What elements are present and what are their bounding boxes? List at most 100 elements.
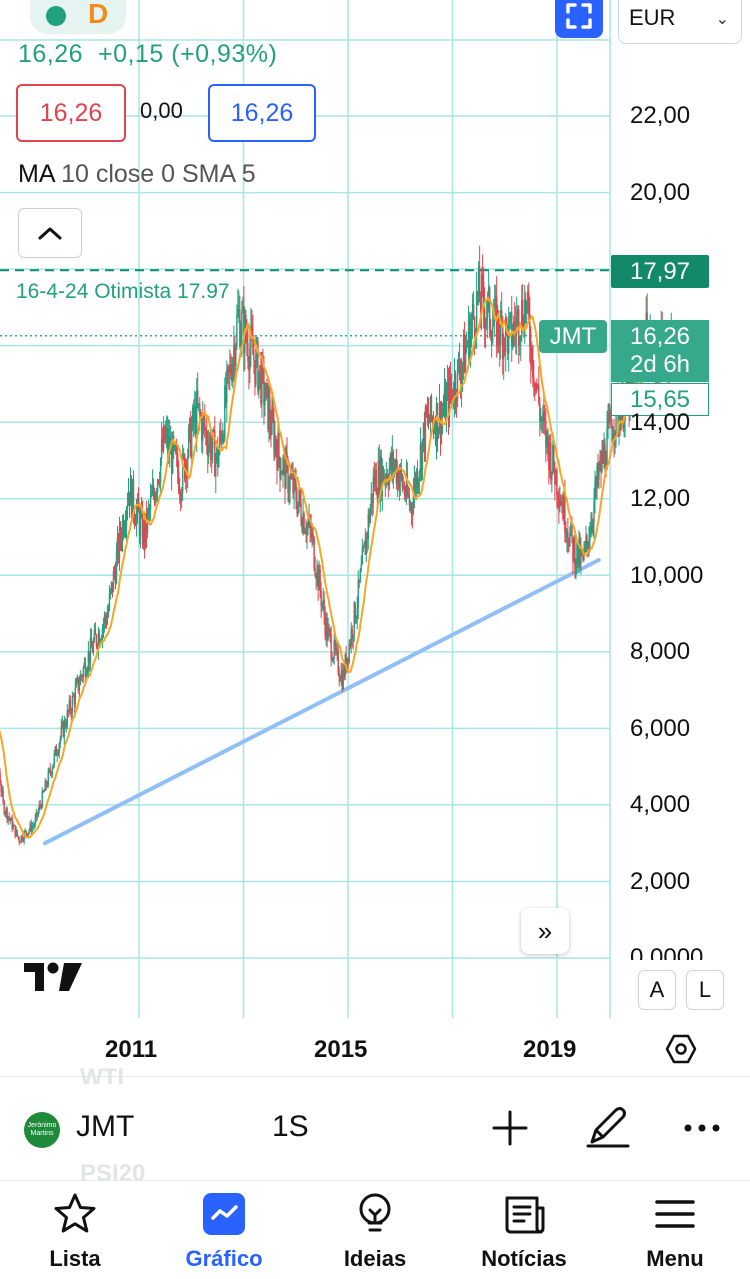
scroll-to-realtime-button[interactable]: »: [521, 908, 569, 954]
candle-body: [339, 678, 341, 682]
candle-body: [612, 435, 614, 442]
candle-body: [462, 334, 465, 364]
candle-body: [574, 539, 576, 570]
add-icon[interactable]: [488, 1106, 532, 1150]
tab-menu[interactable]: Menu: [610, 1190, 740, 1271]
candle-body: [498, 337, 501, 346]
candle-body: [437, 428, 440, 439]
candle-body: [159, 458, 162, 482]
indicator-legend[interactable]: MA 10 close 0 SMA 5: [18, 160, 256, 189]
candle-body: [226, 369, 228, 403]
candle-body: [382, 466, 385, 482]
tab-label: Menu: [646, 1246, 704, 1271]
tab-noticias[interactable]: Notícias: [459, 1190, 589, 1271]
candle-body: [458, 358, 461, 376]
sell-button[interactable]: 16,26: [16, 84, 126, 142]
candle-body: [568, 540, 570, 547]
candle-body: [370, 493, 372, 509]
candle-body: [577, 542, 579, 564]
candle-body: [485, 317, 488, 321]
auto-scale-button[interactable]: A: [638, 970, 676, 1010]
candle-body: [109, 589, 112, 594]
candle-body: [448, 376, 451, 418]
candle-body: [548, 444, 550, 471]
candle-body: [54, 746, 56, 754]
collapse-legend-button[interactable]: [18, 208, 82, 258]
price-chart[interactable]: [0, 0, 750, 1076]
indicator-params: 10 close 0 SMA 5: [61, 160, 256, 188]
candle-body: [513, 321, 515, 339]
candle-body: [200, 414, 202, 418]
candle-body: [218, 451, 220, 468]
candle-body: [411, 511, 414, 514]
candle-body: [350, 629, 352, 646]
candle-body: [99, 639, 102, 644]
candle-body: [606, 428, 608, 470]
candle-body: [72, 696, 75, 698]
buy-button[interactable]: 16,26: [208, 84, 316, 142]
price-change: +0,15: [97, 40, 164, 68]
candle-body: [311, 533, 313, 538]
tab-grafico[interactable]: Gráfico: [159, 1190, 289, 1271]
news-icon: [505, 1196, 545, 1234]
candle-body: [514, 321, 516, 328]
candle-body: [98, 632, 101, 644]
tab-ideias[interactable]: Ideias: [310, 1190, 440, 1271]
candle-body: [346, 657, 348, 670]
candle-body: [327, 627, 329, 641]
idea-annotation[interactable]: 16-4-24 Otimista 17.97: [16, 280, 230, 303]
candle-body: [570, 522, 572, 533]
candle-body: [445, 393, 448, 421]
candle-body: [613, 435, 615, 439]
candle-body: [273, 419, 275, 452]
candle-body: [246, 338, 248, 343]
candle-body: [484, 320, 487, 329]
candle-body: [91, 647, 94, 653]
candle-body: [259, 365, 261, 372]
more-options-icon[interactable]: [682, 1116, 722, 1140]
candle-body: [22, 840, 24, 842]
x-tick-label: 2015: [314, 1036, 368, 1063]
candle-body: [347, 657, 349, 663]
candle-body: [416, 471, 419, 489]
drawing-pen-icon[interactable]: [584, 1102, 632, 1150]
candle-body: [191, 427, 193, 457]
candle-body: [252, 335, 254, 355]
candle-body: [367, 514, 369, 539]
candle-body: [491, 326, 494, 344]
candle-body: [60, 726, 62, 738]
candle-body: [373, 477, 375, 486]
candle-body: [166, 428, 169, 451]
currency-select[interactable]: EUR ⌄: [618, 0, 742, 44]
market-status-pill[interactable]: [30, 0, 126, 34]
candle-body: [20, 835, 22, 842]
candle-body: [558, 499, 560, 508]
candle-body: [38, 804, 40, 811]
candle-body: [49, 768, 51, 773]
fullscreen-button[interactable]: [555, 0, 603, 38]
candle-body: [550, 442, 552, 480]
candle-body: [552, 444, 554, 472]
candle-body: [380, 456, 383, 497]
candle-body: [224, 385, 226, 439]
candle-body: [478, 266, 481, 302]
candle-body: [334, 640, 336, 650]
candle-body: [589, 536, 591, 540]
candle-body: [320, 590, 322, 607]
candle-body: [174, 444, 177, 453]
candle-body: [201, 417, 203, 441]
candle-body: [496, 311, 499, 347]
candle-body: [494, 296, 497, 299]
settings-hex-icon[interactable]: [664, 1032, 698, 1066]
candle-body: [87, 651, 90, 670]
candle-body: [30, 823, 32, 832]
menu-icon: [655, 1200, 695, 1228]
log-scale-button[interactable]: L: [686, 970, 724, 1010]
chart-area[interactable]: [0, 0, 750, 1076]
tab-lista[interactable]: Lista: [10, 1190, 140, 1271]
candle-body: [228, 366, 230, 372]
candle-body: [291, 475, 293, 478]
interval-select[interactable]: 1S: [272, 1110, 309, 1143]
candle-body: [535, 382, 537, 392]
symbol-name[interactable]: JMT: [76, 1110, 135, 1143]
